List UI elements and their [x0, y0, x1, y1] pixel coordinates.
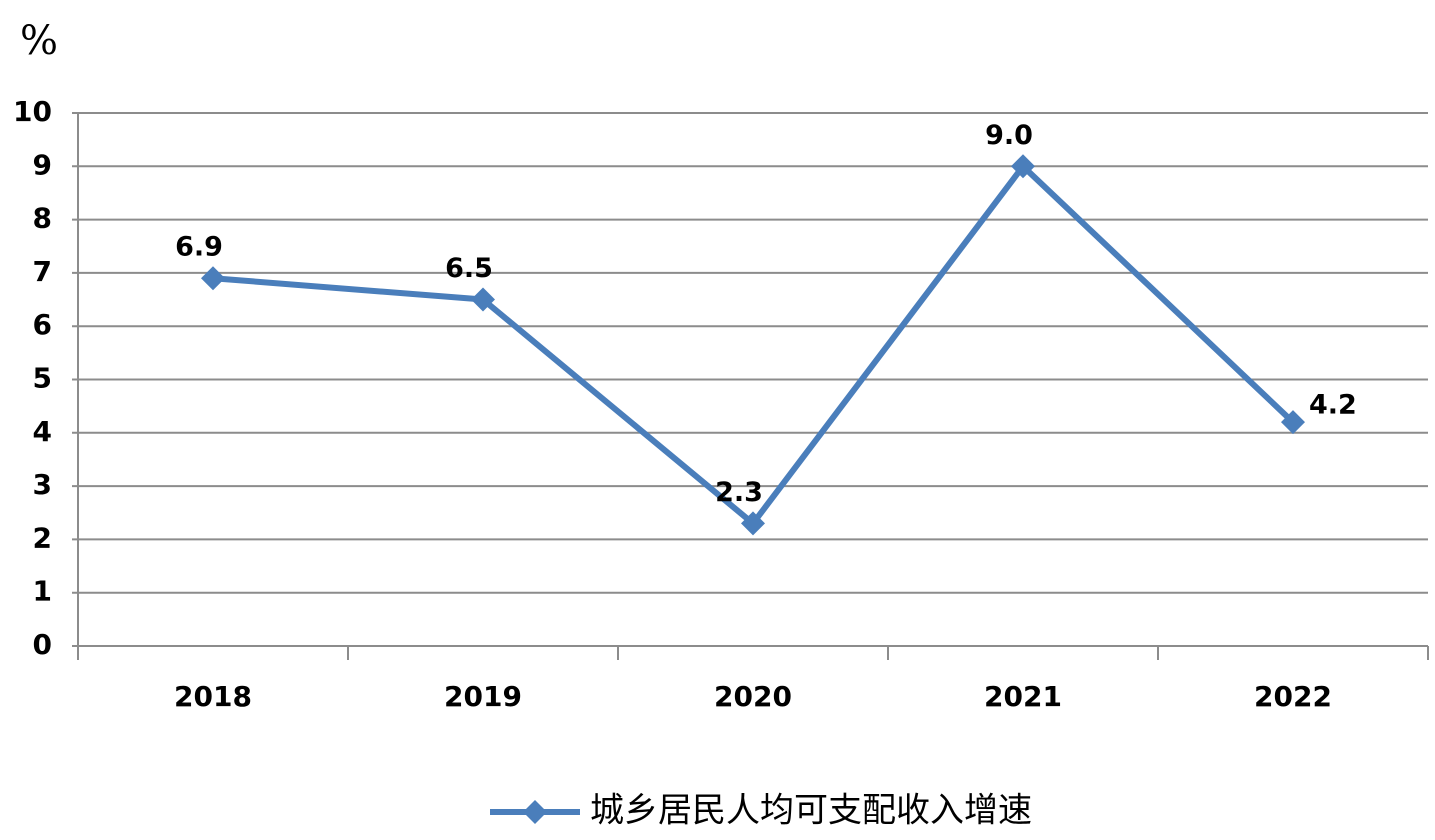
y-tick-label: 3: [33, 468, 52, 501]
data-label: 6.5: [445, 253, 493, 284]
marker: [1281, 410, 1305, 435]
data-label: 9.0: [985, 120, 1033, 151]
marker: [201, 266, 225, 291]
y-tick-label: 2: [33, 521, 52, 554]
y-tick-label: 5: [33, 362, 52, 395]
data-label: 6.9: [175, 232, 223, 263]
y-tick-label: 6: [33, 308, 52, 341]
x-tick-label: 2018: [174, 680, 252, 713]
y-tick-label: 7: [33, 255, 52, 288]
x-tick-label: 2020: [714, 680, 792, 713]
x-tick-label: 2021: [984, 680, 1062, 713]
marker: [741, 511, 765, 536]
data-label: 2.3: [715, 477, 763, 508]
marker: [471, 287, 495, 312]
y-axis-label: %: [20, 18, 58, 64]
y-tick-label: 0: [33, 628, 52, 661]
y-tick-label: 1: [33, 575, 52, 608]
legend-label: 城乡居民人均可支配收入增速: [590, 791, 1032, 831]
marker: [1011, 154, 1035, 179]
y-tick-label: 10: [13, 95, 52, 128]
x-tick-label: 2022: [1254, 680, 1332, 713]
y-tick-label: 9: [33, 148, 52, 181]
y-tick-label: 4: [33, 415, 52, 448]
y-tick-label: 8: [33, 202, 52, 235]
legend-marker: [523, 800, 547, 824]
data-label: 4.2: [1309, 390, 1357, 421]
x-tick-label: 2019: [444, 680, 522, 713]
